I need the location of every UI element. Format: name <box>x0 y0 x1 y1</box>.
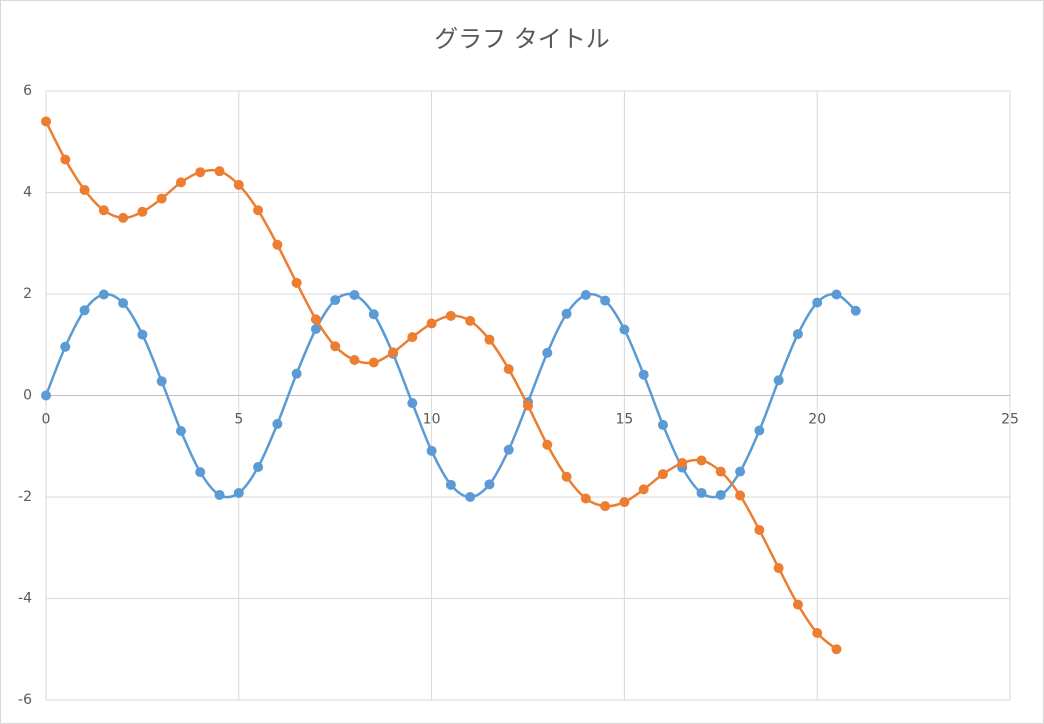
data-point <box>792 599 803 610</box>
data-point <box>426 445 437 456</box>
data-point <box>388 347 399 358</box>
data-point <box>137 206 148 217</box>
data-point <box>349 354 360 365</box>
data-point <box>812 628 823 639</box>
y-tick-label: 2 <box>23 286 32 302</box>
x-tick-label: 25 <box>1001 412 1019 428</box>
data-point <box>330 295 341 306</box>
data-point <box>445 479 456 490</box>
data-point <box>368 357 379 368</box>
data-point <box>580 290 591 301</box>
x-tick-label: 20 <box>808 412 826 428</box>
data-point <box>773 563 784 574</box>
data-point <box>638 369 649 380</box>
data-point <box>484 334 495 345</box>
data-point <box>41 116 51 127</box>
data-point <box>831 289 842 300</box>
data-point <box>79 184 90 195</box>
data-point <box>195 167 206 178</box>
y-tick-label: -6 <box>18 692 32 708</box>
data-point <box>735 466 746 477</box>
data-point <box>715 466 726 477</box>
data-point <box>696 487 707 498</box>
x-tick-label: 10 <box>423 412 441 428</box>
data-point <box>291 368 302 379</box>
data-point <box>156 193 167 204</box>
y-tick-label: 6 <box>23 83 32 99</box>
data-point <box>619 324 630 335</box>
data-point <box>60 154 71 165</box>
data-point <box>503 444 514 455</box>
data-point <box>638 484 649 495</box>
data-point <box>542 439 553 450</box>
data-point <box>137 329 148 340</box>
data-point <box>465 315 476 326</box>
data-point <box>812 297 823 308</box>
data-point <box>214 489 225 500</box>
x-tick-label: 0 <box>42 412 51 428</box>
data-point <box>156 376 167 387</box>
data-point <box>580 493 591 504</box>
data-point <box>484 479 495 490</box>
data-point <box>561 471 572 482</box>
data-point <box>310 324 321 335</box>
data-point <box>118 298 129 309</box>
data-point <box>60 341 71 352</box>
data-point <box>619 497 630 508</box>
data-point <box>754 524 765 535</box>
data-point <box>465 492 476 502</box>
data-point <box>831 644 842 655</box>
data-point <box>175 177 186 188</box>
data-point <box>407 398 418 409</box>
data-point <box>175 426 186 437</box>
data-point <box>79 305 90 316</box>
data-point <box>195 467 206 478</box>
data-point <box>657 469 668 480</box>
data-point <box>98 289 109 300</box>
data-point <box>445 310 456 321</box>
data-point <box>677 457 688 468</box>
y-tick-label: -2 <box>18 489 32 505</box>
y-tick-label: 0 <box>23 388 32 404</box>
data-point <box>272 239 283 250</box>
data-point <box>715 489 726 500</box>
data-point <box>850 305 861 316</box>
chart-title: グラフ タイトル <box>434 25 610 53</box>
data-point <box>233 487 244 498</box>
data-point <box>773 375 784 386</box>
data-point <box>291 277 302 288</box>
data-point <box>253 205 264 216</box>
data-point <box>330 341 341 352</box>
data-point <box>214 166 225 177</box>
data-point <box>754 425 765 436</box>
data-point <box>41 390 51 401</box>
data-point <box>600 501 611 512</box>
data-point <box>503 364 514 375</box>
x-tick-label: 5 <box>234 412 243 428</box>
data-point <box>523 400 533 411</box>
data-point <box>542 347 553 358</box>
data-point <box>561 308 572 319</box>
data-point <box>349 290 360 301</box>
data-point <box>426 318 437 329</box>
y-tick-label: 4 <box>23 185 32 201</box>
data-point <box>368 309 379 320</box>
data-point <box>272 418 283 429</box>
data-point <box>253 462 264 473</box>
data-point <box>696 455 707 466</box>
data-point <box>657 419 668 430</box>
y-tick-label: -4 <box>18 591 32 607</box>
data-point <box>118 212 129 223</box>
data-point <box>98 205 109 216</box>
data-point <box>792 329 803 340</box>
data-point <box>600 295 611 306</box>
data-point <box>310 314 321 325</box>
data-point <box>233 179 244 190</box>
data-point <box>407 332 418 343</box>
x-tick-label: 15 <box>615 412 633 428</box>
data-point <box>735 490 746 501</box>
